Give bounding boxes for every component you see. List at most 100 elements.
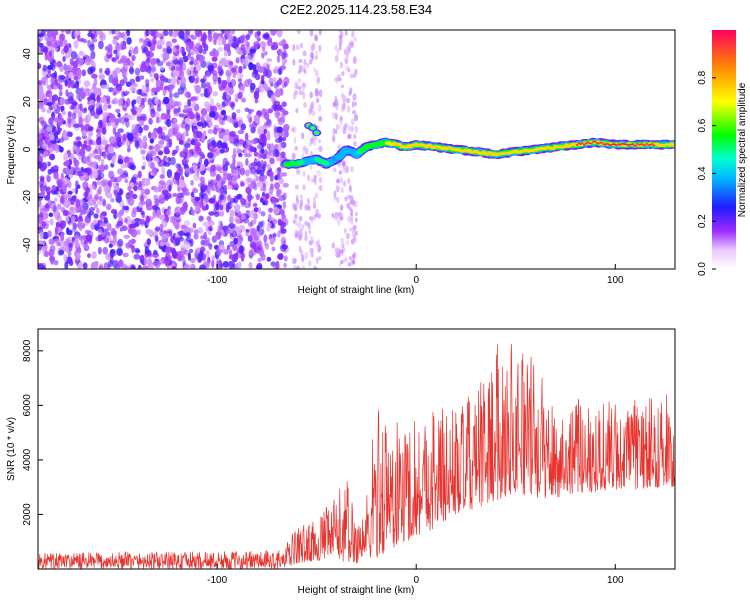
noise-speckle [191, 188, 199, 194]
noise-speckle [193, 200, 199, 207]
noise-speckle [228, 60, 234, 66]
noise-speckle [267, 108, 274, 114]
noise-speckle [174, 237, 181, 246]
noise-speckle [182, 130, 188, 137]
noise-speckle [122, 252, 129, 258]
noise-speckle [347, 46, 351, 54]
noise-speckle [232, 35, 237, 43]
noise-speckle [280, 151, 286, 158]
noise-speckle [208, 227, 213, 232]
noise-speckle [155, 79, 161, 88]
noise-speckle [255, 87, 260, 93]
noise-speckle [65, 30, 72, 35]
noise-speckle [40, 120, 46, 126]
noise-speckle [139, 218, 145, 225]
noise-speckle [131, 54, 136, 62]
noise-speckle [344, 167, 349, 173]
noise-speckle [80, 87, 84, 92]
noise-speckle [213, 127, 218, 135]
noise-speckle [115, 194, 122, 204]
noise-speckle [274, 81, 278, 89]
noise-speckle [354, 217, 358, 223]
noise-speckle [292, 92, 297, 100]
noise-speckle [307, 225, 311, 230]
noise-speckle [201, 134, 205, 143]
ridge-mark [314, 131, 319, 135]
colorbar-tick-label: 0.2 [697, 214, 708, 228]
noise-speckle [185, 30, 191, 36]
noise-speckle [65, 131, 72, 136]
noise-speckle [253, 138, 258, 145]
noise-speckle [117, 112, 121, 118]
noise-speckle [219, 132, 226, 138]
noise-speckle [184, 117, 191, 124]
noise-speckle [175, 211, 181, 219]
noise-speckle [104, 54, 110, 63]
noise-speckle [226, 173, 232, 182]
noise-speckle [309, 102, 314, 108]
noise-speckle [51, 112, 55, 118]
noise-speckle [339, 249, 344, 255]
noise-speckle [46, 102, 53, 106]
noise-speckle [339, 215, 344, 221]
noise-speckle [64, 98, 71, 105]
noise-speckle [225, 94, 231, 100]
noise-speckle [221, 79, 228, 89]
noise-speckle [91, 251, 97, 259]
noise-speckle [114, 118, 119, 126]
noise-speckle [229, 215, 234, 224]
noise-speckle [298, 58, 303, 64]
noise-speckle [210, 185, 215, 191]
noise-speckle [112, 259, 119, 269]
noise-speckle [112, 127, 117, 135]
noise-speckle [283, 255, 288, 262]
noise-speckle [309, 30, 314, 37]
noise-speckle [153, 249, 158, 255]
noise-speckle [69, 58, 74, 65]
noise-speckle [295, 194, 299, 202]
noise-speckle [145, 83, 150, 88]
noise-speckle [74, 234, 80, 240]
noise-speckle [98, 265, 103, 269]
noise-speckle [93, 213, 99, 219]
noise-speckle [112, 241, 119, 246]
noise-speckle [123, 63, 128, 73]
noise-speckle [163, 85, 170, 91]
noise-speckle [101, 127, 107, 135]
noise-speckle [334, 129, 338, 134]
noise-speckle [85, 144, 92, 152]
noise-speckle [194, 30, 199, 37]
noise-speckle [312, 139, 317, 146]
noise-speckle [102, 151, 107, 160]
ridge-mark [581, 142, 584, 145]
noise-speckle [245, 153, 252, 158]
noise-speckle [211, 139, 216, 147]
noise-speckle [140, 92, 147, 97]
noise-speckle [267, 222, 272, 228]
noise-speckle [350, 125, 354, 133]
noise-speckle [87, 32, 93, 38]
noise-speckle [64, 193, 72, 199]
noise-speckle [105, 185, 111, 194]
noise-speckle [38, 240, 45, 246]
noise-speckle [317, 213, 321, 219]
noise-speckle [38, 62, 42, 70]
noise-speckle [120, 225, 128, 232]
noise-speckle [112, 77, 119, 87]
noise-speckle [222, 157, 228, 166]
noise-speckle [215, 173, 221, 182]
noise-speckle [292, 265, 297, 269]
noise-speckle [337, 162, 341, 168]
noise-speckle [335, 185, 340, 193]
noise-speckle [341, 160, 346, 167]
noise-speckle [258, 221, 264, 228]
noise-speckle [307, 204, 311, 211]
noise-speckle [350, 166, 354, 173]
noise-speckle [171, 265, 177, 269]
noise-speckle [159, 223, 164, 232]
noise-speckle [137, 185, 143, 191]
noise-speckle [47, 144, 54, 154]
noise-speckle [116, 85, 123, 91]
noise-speckle [277, 171, 283, 180]
noise-speckle [294, 233, 298, 239]
